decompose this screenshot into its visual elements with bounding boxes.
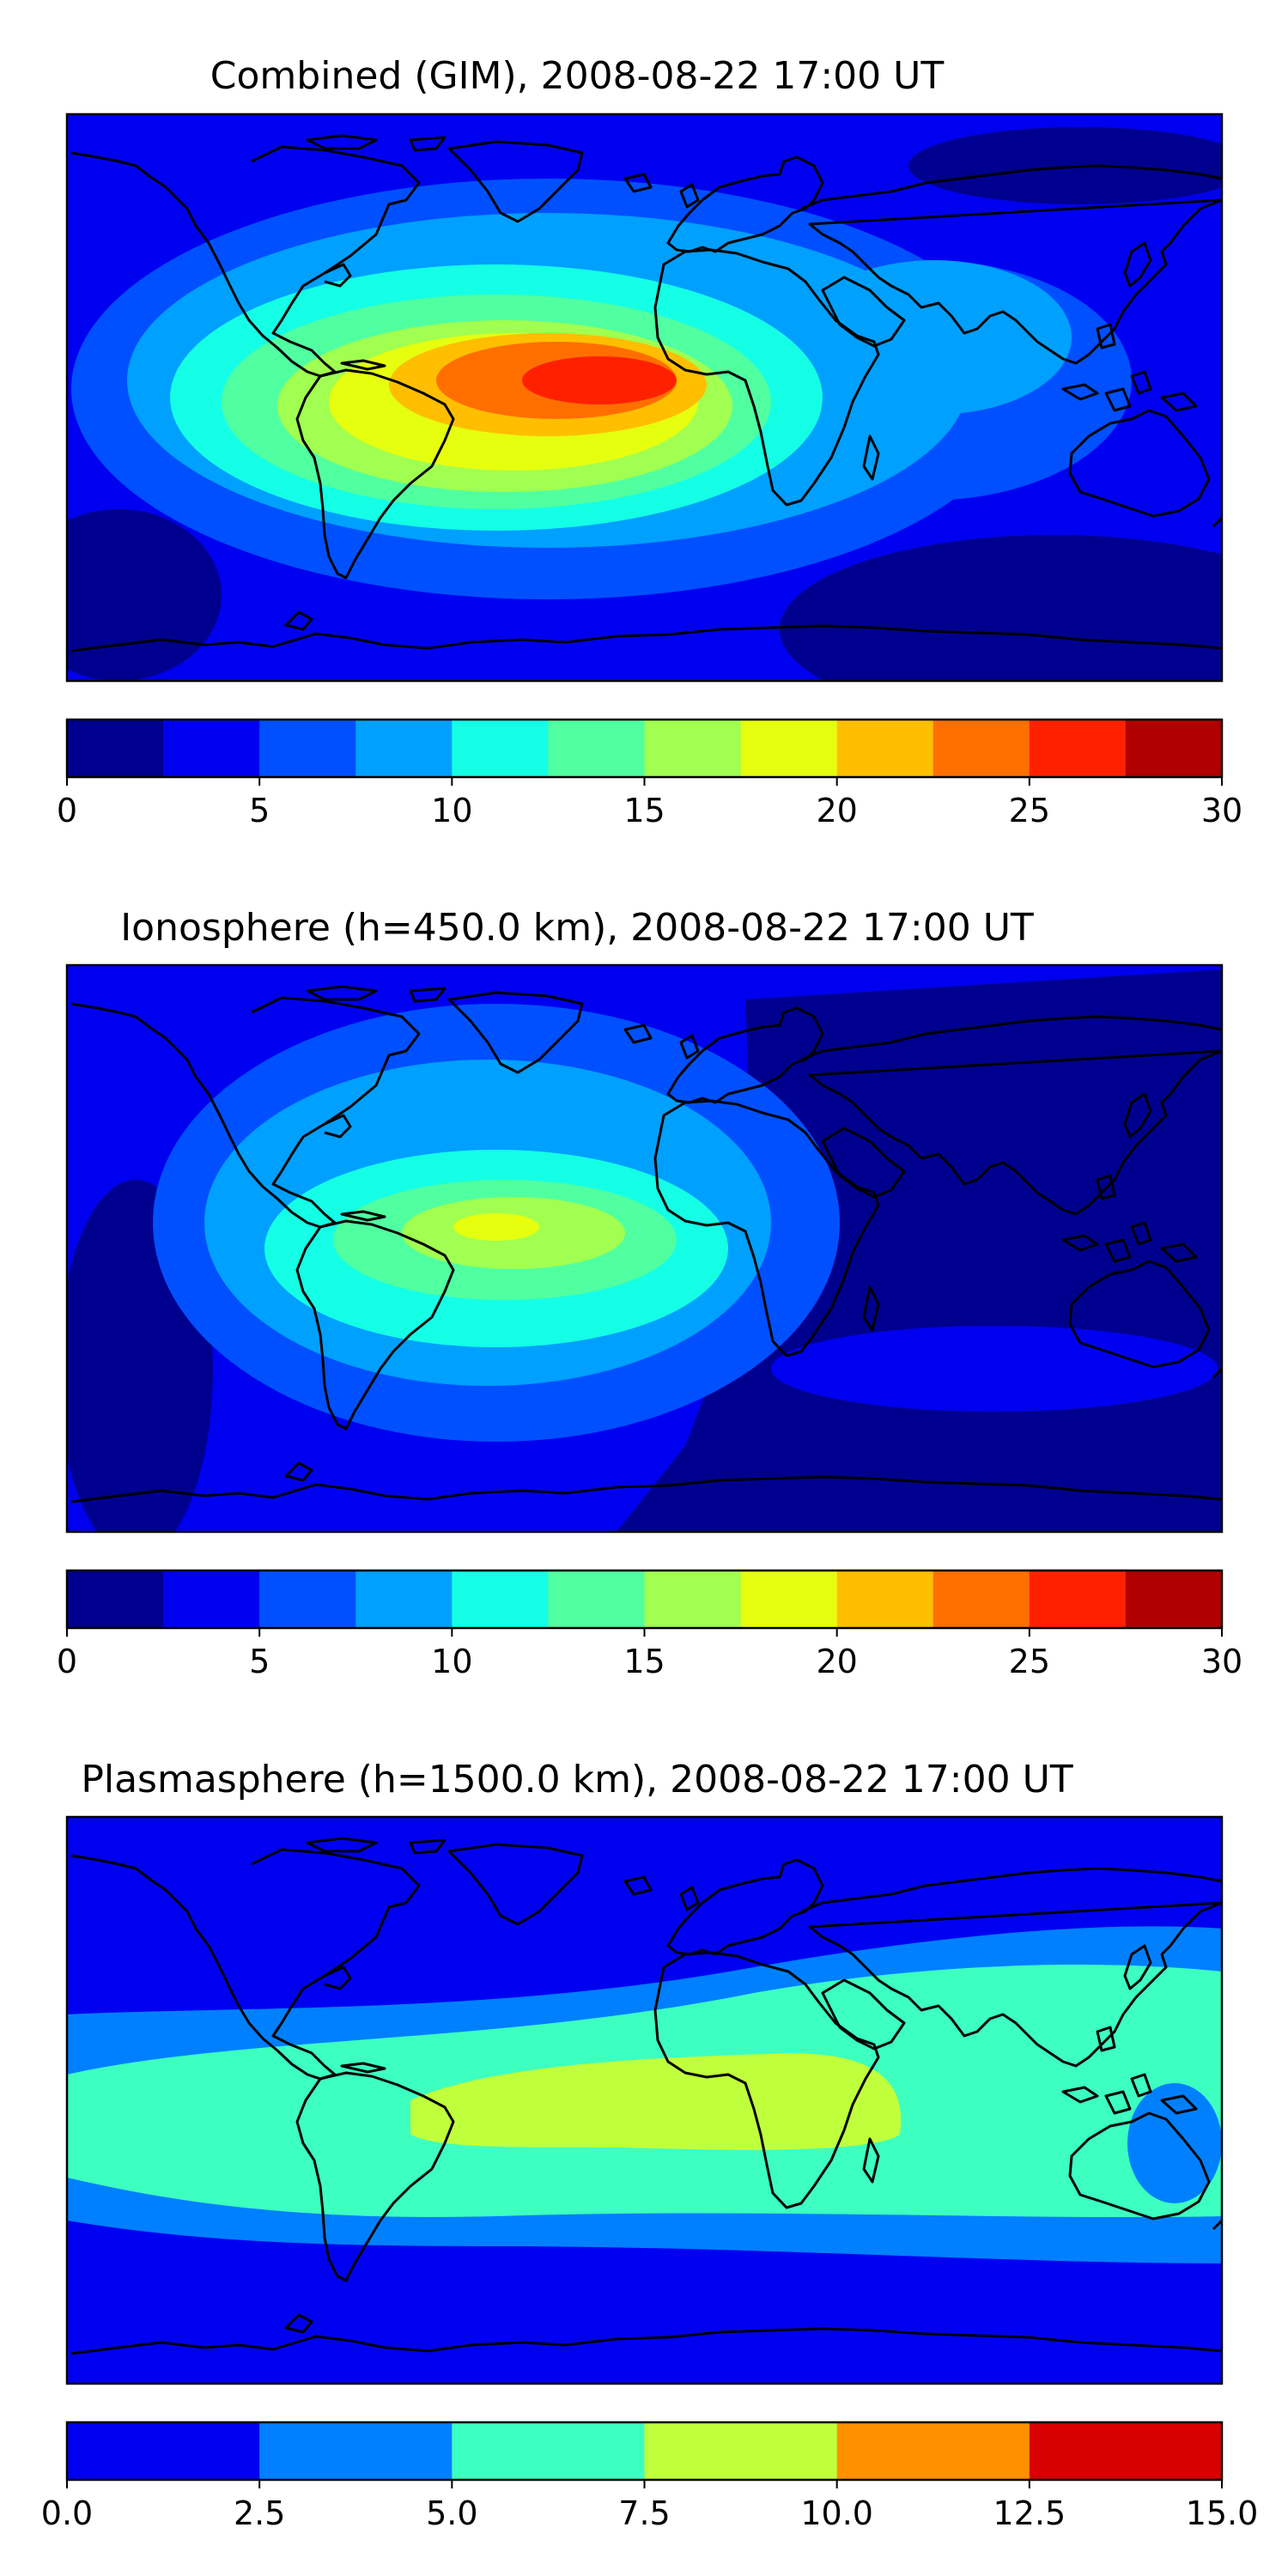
colorbar-tick-label: 7.5 bbox=[618, 2494, 670, 2532]
colorbar-tick-label: 30 bbox=[1201, 792, 1242, 829]
colorbar-cell bbox=[163, 1571, 260, 1628]
panel-title-combined: Combined (GIM), 2008-08-22 17:00 UT bbox=[210, 54, 945, 98]
colorbar-cell bbox=[163, 720, 260, 777]
colorbar-cell bbox=[67, 2422, 260, 2480]
panel-title-plasmasphere: Plasmasphere (h=1500.0 km), 2008-08-22 1… bbox=[81, 1758, 1072, 1801]
colorbar-tick-label: 12.5 bbox=[993, 2494, 1066, 2532]
colorbar-tick-label: 25 bbox=[1009, 1643, 1050, 1680]
colorbar-cell bbox=[1029, 2422, 1223, 2480]
colorbar-cell bbox=[259, 1571, 356, 1628]
colorbar-tick-label: 25 bbox=[1009, 792, 1050, 829]
colorbar-tick-label: 5 bbox=[249, 792, 270, 829]
colorbar-cell bbox=[259, 720, 356, 777]
colorbar-cell bbox=[644, 720, 742, 777]
colorbar-ionosphere: 0 5 10 15 20 25 30 bbox=[57, 1569, 1242, 1680]
colorbar-cell bbox=[933, 720, 1030, 777]
colorbar-cell bbox=[933, 1571, 1030, 1628]
colorbar-cell bbox=[548, 1571, 645, 1628]
colorbar-tick-label: 15.0 bbox=[1186, 2494, 1259, 2532]
colorbar-cell bbox=[1125, 1571, 1223, 1628]
map-plasmasphere bbox=[65, 1815, 1224, 2385]
colorbar-cell bbox=[1029, 720, 1127, 777]
map-ionosphere bbox=[65, 963, 1224, 1534]
colorbar-cell bbox=[1125, 720, 1223, 777]
colorbar-combined: 0 5 10 15 20 25 30 bbox=[57, 718, 1242, 829]
colorbar-tick-label: 10.0 bbox=[800, 2494, 873, 2532]
map-combined bbox=[65, 112, 1224, 683]
colorbar-cell bbox=[355, 720, 453, 777]
colorbar-cell bbox=[452, 1571, 549, 1628]
colorbar-cell bbox=[67, 720, 164, 777]
colorbar-tick-label: 20 bbox=[816, 792, 857, 829]
colorbar-plasmasphere: 0.0 2.5 5.0 7.5 10.0 12.5 15.0 bbox=[41, 2421, 1259, 2532]
colorbar-tick-label: 5 bbox=[249, 1643, 270, 1680]
colorbar-cell bbox=[355, 1571, 453, 1628]
colorbar-tick-label: 10 bbox=[431, 1643, 472, 1680]
colorbar-cell bbox=[836, 720, 934, 777]
colorbar-cell bbox=[259, 2422, 453, 2480]
colorbar-cell bbox=[836, 2422, 1030, 2480]
colorbar-tick-label: 15 bbox=[623, 792, 665, 829]
colorbar-tick-label: 0 bbox=[57, 1643, 77, 1680]
colorbar-cell bbox=[740, 720, 838, 777]
colorbar-tick-label: 10 bbox=[431, 792, 472, 829]
colorbar-cell bbox=[1029, 1571, 1127, 1628]
colorbar-tick-label: 2.5 bbox=[234, 2494, 285, 2532]
colorbar-cell bbox=[452, 720, 549, 777]
colorbar-cell bbox=[548, 720, 645, 777]
colorbar-tick-label: 20 bbox=[816, 1643, 857, 1680]
colorbar-tick-label: 30 bbox=[1201, 1643, 1242, 1680]
colorbar-cell bbox=[644, 2422, 838, 2480]
colorbar-cell bbox=[740, 1571, 838, 1628]
colorbar-tick-label: 0 bbox=[57, 792, 77, 829]
colorbar-tick-label: 5.0 bbox=[426, 2494, 477, 2532]
colorbar-cell bbox=[836, 1571, 934, 1628]
colorbar-cell bbox=[67, 1571, 164, 1628]
colorbar-tick-label: 15 bbox=[623, 1643, 665, 1680]
panel-title-ionosphere: Ionosphere (h=450.0 km), 2008-08-22 17:0… bbox=[120, 906, 1034, 950]
colorbar-tick-label: 0.0 bbox=[41, 2494, 93, 2532]
colorbar-cell bbox=[644, 1571, 742, 1628]
colorbar-cell bbox=[452, 2422, 645, 2480]
